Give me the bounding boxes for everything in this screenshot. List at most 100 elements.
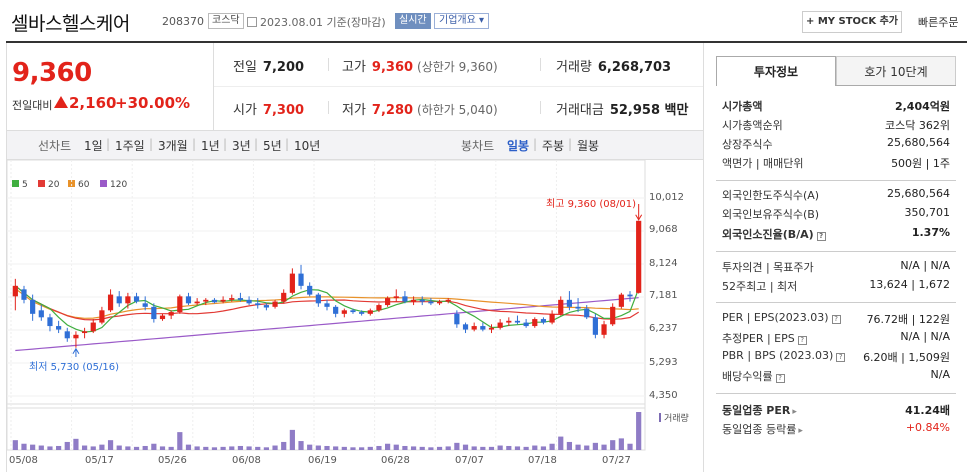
tab-order-book[interactable]: 호가 10단계 [836, 56, 956, 86]
info-key: 액면가 | 매매단위 [722, 157, 804, 170]
volume-bar [419, 446, 425, 450]
candle-body [324, 303, 330, 307]
candle-body [558, 299, 564, 314]
help-icon[interactable]: ? [775, 374, 785, 383]
section-divider [716, 180, 956, 181]
low-label: 저가 [342, 103, 366, 118]
candle-body [281, 292, 287, 302]
info-key-text: 동일업종 등락률 [722, 423, 797, 436]
info-value: N/A [930, 368, 950, 381]
volume-bar [610, 440, 616, 450]
period-1y[interactable]: 1년 [201, 139, 220, 153]
help-icon[interactable]: ? [836, 353, 846, 362]
change-value: 2,160 [69, 94, 117, 112]
period-monthly[interactable]: 월봉 [577, 139, 600, 153]
tab-investment-info[interactable]: 투자정보 [716, 56, 836, 86]
candle-body [177, 296, 183, 313]
info-value: 1.37% [911, 226, 950, 239]
quote-divider [213, 43, 214, 130]
candle-body [12, 285, 18, 297]
candle-body [532, 319, 538, 327]
y-tick-label: 9,068 [649, 224, 678, 235]
info-key: 시가총액 [722, 100, 763, 113]
y-tick-label: 5,293 [649, 357, 678, 368]
legend-swatch [38, 180, 45, 187]
candle-body [385, 298, 391, 306]
volume-bar [523, 446, 529, 450]
info-key: 외국인소진율(B/A)? [722, 226, 826, 242]
volume-bar [341, 446, 347, 450]
candle-body [73, 334, 79, 339]
volume-bar [471, 446, 477, 450]
volume-bar [203, 446, 209, 450]
info-key: PBR | BPS (2023.03)? [722, 349, 846, 362]
candle-body [592, 317, 598, 335]
volume-bar [30, 444, 36, 450]
info-value: 25,680,564 [887, 136, 950, 149]
period-daily[interactable]: 일봉 [507, 139, 530, 153]
info-key-text: 외국인소진율(B/A) [722, 228, 814, 241]
volume-bar [246, 446, 252, 450]
period-3y[interactable]: 3년 [232, 139, 251, 153]
change-label: 전일대비 [12, 99, 53, 112]
divider: | [533, 137, 538, 151]
help-icon[interactable]: ? [797, 336, 807, 345]
help-icon[interactable]: ? [816, 232, 826, 241]
volume-bar [151, 443, 157, 450]
candle-body [402, 296, 408, 302]
info-row-market-cap: 시가총액 2,404억원 [722, 98, 950, 116]
realtime-badge[interactable]: 실시간 [395, 13, 431, 29]
candle-body [107, 294, 114, 311]
volume-bar [436, 446, 443, 450]
candle-body [367, 310, 373, 314]
volume-bar [177, 432, 183, 450]
info-tabs: 투자정보 호가 10단계 [716, 56, 956, 86]
info-value: N/A | N/A [900, 259, 950, 272]
company-overview-dropdown[interactable]: 기업개요 ▾ [434, 13, 489, 29]
quick-order-link[interactable]: 빠른주문 [918, 16, 959, 29]
candle-body [125, 296, 131, 304]
period-1d[interactable]: 1일 [84, 139, 103, 153]
candle-body [99, 310, 105, 323]
volume-bar [64, 441, 70, 450]
volume-bar [350, 447, 356, 450]
help-icon[interactable]: ? [831, 315, 841, 324]
up-arrow-icon [54, 96, 68, 108]
info-value: 6.20배 | 1,509원 [863, 351, 950, 364]
info-key: 배당수익률? [722, 368, 785, 384]
period-1w[interactable]: 1주일 [115, 139, 145, 153]
quote-grid: 전일 7,200 고가 9,360 (상한가 9,360) 거래량 6,268,703 … [214, 43, 703, 130]
candle-body [237, 298, 244, 300]
candle-chart-label[interactable]: 봉차트 [461, 139, 495, 153]
period-10y[interactable]: 10년 [294, 139, 321, 153]
x-tick-label: 06/08 [232, 455, 261, 466]
volume-bar [333, 446, 339, 450]
my-stock-add-button[interactable]: + MY STOCK 추가 [802, 11, 902, 33]
period-weekly[interactable]: 주봉 [542, 139, 565, 153]
volume-bar [532, 445, 538, 450]
candle-body [255, 303, 261, 306]
stock-code: 208370 [162, 15, 204, 28]
candle-body [211, 299, 218, 303]
line-chart-label[interactable]: 선차트 [38, 139, 72, 153]
panel-divider [703, 43, 704, 472]
volume-bar [56, 445, 62, 450]
prev-close-value: 7,200 [262, 60, 305, 75]
period-3m[interactable]: 3개월 [158, 139, 188, 153]
y-tick-label: 10,012 [649, 192, 684, 203]
info-key[interactable]: 동일업종 등락률 ▸ [722, 421, 803, 437]
company-name[interactable]: 셀바스헬스케어 [11, 13, 130, 35]
info-value: 76.72배 | 122원 [866, 313, 950, 326]
info-row-foreign-held: 외국인보유주식수(B) 350,701 [722, 206, 950, 224]
volume-value: 6,268,703 [597, 60, 672, 75]
low-value: 7,280 [371, 103, 414, 118]
info-key[interactable]: 동일업종 PER ▸ [722, 402, 797, 418]
ma120-line [15, 297, 639, 352]
candle-body [194, 301, 200, 304]
candle-body [410, 299, 417, 302]
candle-body [142, 303, 148, 307]
volume-bar [133, 446, 140, 450]
info-value: 25,680,564 [887, 187, 950, 200]
period-5y[interactable]: 5년 [263, 139, 282, 153]
volume-bar [566, 441, 573, 450]
